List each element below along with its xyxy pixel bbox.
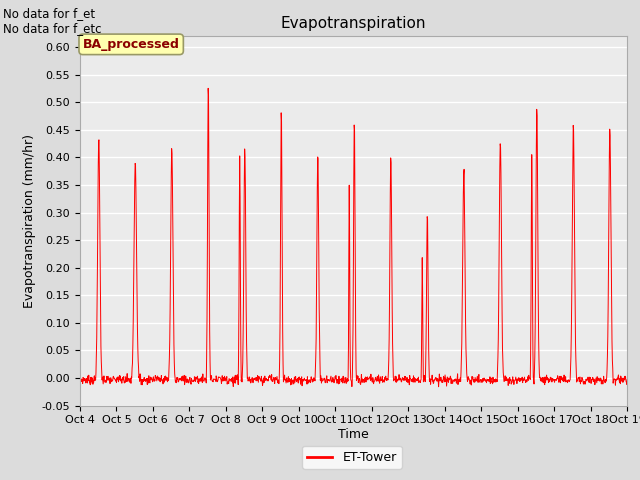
- ET-Tower: [439, 376, 447, 382]
- ET-Tower: [435, 384, 442, 390]
- ET-Tower: [198, 374, 205, 380]
- Y-axis label: Evapotranspiration (mm/hr): Evapotranspiration (mm/hr): [23, 134, 36, 308]
- Title: Evapotranspiration: Evapotranspiration: [281, 16, 426, 31]
- ET-Tower: [511, 378, 518, 384]
- ET-Tower: [204, 85, 212, 91]
- Text: No data for f_et
No data for f_etc: No data for f_et No data for f_etc: [3, 7, 102, 35]
- ET-Tower: [623, 377, 631, 383]
- Legend: ET-Tower: ET-Tower: [302, 446, 402, 469]
- ET-Tower: [76, 373, 84, 379]
- ET-Tower: [259, 376, 267, 382]
- X-axis label: Time: Time: [338, 428, 369, 441]
- Line: ET-Tower: ET-Tower: [80, 88, 627, 387]
- Text: BA_processed: BA_processed: [83, 38, 180, 51]
- ET-Tower: [184, 380, 192, 386]
- ET-Tower: [559, 375, 567, 381]
